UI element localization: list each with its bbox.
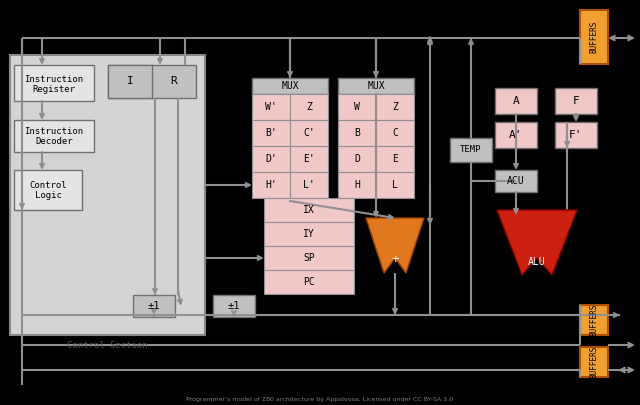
Polygon shape bbox=[366, 218, 424, 273]
Text: C: C bbox=[392, 128, 398, 138]
Bar bbox=[338, 78, 414, 94]
Bar bbox=[14, 120, 94, 152]
Text: I: I bbox=[127, 77, 133, 87]
Bar bbox=[14, 65, 94, 101]
Text: Logic: Logic bbox=[35, 192, 61, 200]
Polygon shape bbox=[497, 210, 577, 275]
Bar bbox=[252, 94, 290, 120]
Text: B: B bbox=[354, 128, 360, 138]
Text: MUX: MUX bbox=[281, 81, 299, 91]
Bar bbox=[555, 88, 597, 114]
Bar bbox=[580, 10, 608, 64]
Bar bbox=[338, 146, 376, 172]
Text: ALU: ALU bbox=[528, 257, 546, 267]
Text: A: A bbox=[513, 96, 520, 106]
Text: MUX: MUX bbox=[367, 81, 385, 91]
Text: ±1: ±1 bbox=[148, 301, 160, 311]
Bar bbox=[338, 120, 376, 146]
Bar bbox=[450, 138, 492, 162]
Bar bbox=[376, 94, 414, 120]
Bar bbox=[264, 246, 354, 270]
Bar bbox=[338, 94, 376, 120]
Text: Z: Z bbox=[392, 102, 398, 112]
Bar bbox=[264, 222, 354, 246]
Text: R: R bbox=[171, 77, 177, 87]
Bar bbox=[264, 270, 354, 294]
Text: Programmer's model of Z80 architecture by Appaloosa. Licensed under CC BY-SA 3.0: Programmer's model of Z80 architecture b… bbox=[186, 397, 454, 403]
Text: B': B' bbox=[265, 128, 277, 138]
Bar bbox=[108, 65, 152, 98]
Bar bbox=[252, 78, 328, 94]
Text: E: E bbox=[392, 154, 398, 164]
Bar bbox=[133, 295, 175, 317]
Text: C': C' bbox=[303, 128, 315, 138]
Text: W: W bbox=[354, 102, 360, 112]
Text: Control Section: Control Section bbox=[67, 341, 148, 350]
Text: TEMP: TEMP bbox=[460, 145, 482, 154]
Bar bbox=[376, 172, 414, 198]
Text: H: H bbox=[354, 180, 360, 190]
Text: PC: PC bbox=[303, 277, 315, 287]
Text: +: + bbox=[391, 254, 399, 266]
Bar bbox=[555, 122, 597, 148]
Text: D: D bbox=[354, 154, 360, 164]
Bar bbox=[495, 88, 537, 114]
Text: E': E' bbox=[303, 154, 315, 164]
Bar bbox=[10, 55, 205, 335]
Bar bbox=[252, 172, 290, 198]
Text: L: L bbox=[392, 180, 398, 190]
Bar bbox=[252, 146, 290, 172]
Bar bbox=[290, 146, 328, 172]
Text: F: F bbox=[573, 96, 579, 106]
Text: BUFFERS: BUFFERS bbox=[589, 304, 598, 336]
Text: Instruction: Instruction bbox=[24, 128, 84, 136]
Bar bbox=[290, 94, 328, 120]
Text: H': H' bbox=[265, 180, 277, 190]
Text: Register: Register bbox=[33, 85, 76, 94]
Bar bbox=[108, 65, 196, 98]
Bar bbox=[580, 347, 608, 377]
Bar bbox=[290, 172, 328, 198]
Text: Decoder: Decoder bbox=[35, 138, 73, 147]
Text: Control: Control bbox=[29, 181, 67, 190]
Bar bbox=[213, 295, 255, 317]
Text: IY: IY bbox=[303, 229, 315, 239]
Bar bbox=[495, 170, 537, 192]
Text: ±1: ±1 bbox=[228, 301, 240, 311]
Bar bbox=[264, 198, 354, 222]
Bar bbox=[252, 120, 290, 146]
Text: ACU: ACU bbox=[507, 176, 525, 186]
Text: L': L' bbox=[303, 180, 315, 190]
Text: IX: IX bbox=[303, 205, 315, 215]
Text: W': W' bbox=[265, 102, 277, 112]
Text: A': A' bbox=[509, 130, 523, 140]
Text: BUFFERS: BUFFERS bbox=[589, 346, 598, 378]
Bar bbox=[376, 146, 414, 172]
Text: Z: Z bbox=[306, 102, 312, 112]
Bar bbox=[14, 170, 82, 210]
Text: BUFFERS: BUFFERS bbox=[589, 21, 598, 53]
Bar bbox=[338, 172, 376, 198]
Bar bbox=[290, 120, 328, 146]
Text: D': D' bbox=[265, 154, 277, 164]
Bar bbox=[495, 122, 537, 148]
Bar bbox=[376, 120, 414, 146]
Text: SP: SP bbox=[303, 253, 315, 263]
Text: Instruction: Instruction bbox=[24, 75, 84, 83]
Text: F': F' bbox=[569, 130, 583, 140]
Bar bbox=[580, 305, 608, 335]
